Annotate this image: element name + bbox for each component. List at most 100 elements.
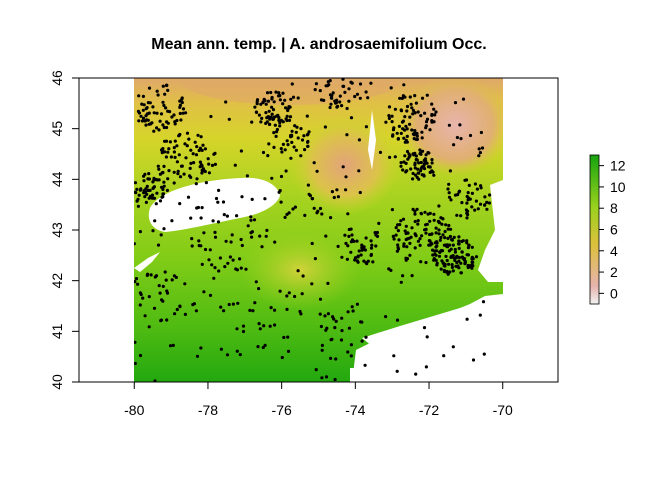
occurrence-point (136, 197, 140, 201)
occurrence-point (284, 169, 288, 173)
occurrence-point (296, 136, 300, 140)
occurrence-point (405, 127, 409, 131)
occurrence-point (396, 243, 400, 247)
occurrence-point (210, 263, 214, 267)
occurrence-point (199, 346, 203, 350)
occurrence-point (184, 111, 188, 115)
occurrence-point (463, 178, 467, 182)
occurrence-point (430, 242, 434, 246)
occurrence-point (398, 96, 402, 100)
occurrence-point (149, 122, 153, 126)
occurrence-point (410, 128, 414, 132)
occurrence-point (446, 187, 450, 191)
occurrence-point (203, 147, 207, 151)
occurrence-point (404, 237, 408, 242)
occurrence-point (134, 190, 137, 194)
occurrence-point (144, 200, 148, 204)
occurrence-point (432, 218, 436, 222)
occurrence-point (320, 348, 324, 352)
occurrence-point (279, 200, 283, 204)
occurrence-point (465, 241, 469, 245)
occurrence-point (162, 164, 166, 168)
occurrence-point (428, 232, 432, 237)
occurrence-point (278, 121, 282, 125)
occurrence-point (251, 309, 255, 313)
occurrence-point (419, 260, 423, 264)
occurrence-point (408, 95, 412, 99)
occurrence-point (403, 154, 407, 158)
occurrence-point (473, 182, 477, 186)
occurrence-point (350, 233, 354, 237)
occurrence-point (257, 322, 261, 326)
occurrence-point (279, 118, 283, 122)
occurrence-point (384, 315, 388, 319)
occurrence-point (447, 262, 451, 266)
x-axis: -80 -78 -76 -74 -72 -70 (124, 381, 513, 418)
occurrence-point (149, 273, 153, 277)
occurrence-point (349, 80, 353, 84)
occurrence-point (397, 124, 401, 128)
occurrence-point (414, 154, 418, 158)
occurrence-point (417, 171, 421, 175)
occurrence-point (430, 102, 434, 106)
occurrence-point (466, 191, 470, 195)
occurrence-point (163, 270, 167, 274)
occurrence-point (366, 96, 370, 100)
occurrence-point (194, 182, 198, 186)
occurrence-point (449, 227, 453, 231)
occurrence-point (227, 117, 231, 121)
occurrence-point (278, 289, 282, 293)
occurrence-point (347, 326, 351, 330)
occurrence-point (147, 111, 151, 115)
occurrence-point (453, 258, 457, 262)
occurrence-point (154, 202, 158, 206)
temperature-raster (134, 78, 503, 382)
occurrence-point (221, 200, 226, 204)
occurrence-point (272, 145, 276, 149)
occurrence-point (147, 86, 152, 90)
occurrence-point (201, 143, 205, 147)
occurrence-point (160, 149, 164, 153)
occurrence-point (200, 148, 204, 152)
occurrence-point (303, 148, 307, 152)
occurrence-point (306, 139, 310, 144)
occurrence-point (465, 317, 469, 321)
occurrence-point (271, 108, 276, 112)
occurrence-point (444, 254, 448, 258)
occurrence-point (356, 255, 360, 259)
occurrence-point (173, 122, 177, 126)
occurrence-point (318, 297, 323, 301)
occurrence-point (235, 214, 239, 218)
occurrence-point (273, 240, 277, 244)
occurrence-point (161, 192, 165, 196)
occurrence-point (160, 298, 164, 302)
occurrence-point (421, 149, 425, 153)
occurrence-point (334, 319, 338, 323)
occurrence-point (433, 252, 437, 256)
occurrence-point (483, 203, 487, 207)
occurrence-point (409, 167, 413, 171)
occurrence-point (225, 214, 229, 218)
lake-erie (134, 252, 160, 272)
occurrence-point (264, 102, 268, 106)
occurrence-point (360, 320, 364, 324)
occurrence-point (344, 241, 348, 245)
occurrence-point (283, 215, 287, 219)
occurrence-point (428, 128, 432, 132)
occurrence-point (258, 327, 262, 331)
occurrence-point (478, 202, 483, 206)
occurrence-point (362, 259, 366, 263)
occurrence-point (213, 266, 217, 270)
occurrence-point (405, 149, 410, 154)
occurrence-point (202, 169, 206, 173)
occurrence-point (396, 229, 400, 233)
occurrence-point (413, 166, 417, 170)
occurrence-point (219, 347, 223, 351)
occurrence-point (459, 214, 463, 218)
occurrence-point (178, 99, 182, 103)
occurrence-point (336, 195, 340, 199)
occurrence-point (285, 307, 289, 311)
occurrence-point (409, 102, 413, 106)
occurrence-point (285, 114, 289, 118)
occurrence-point (349, 354, 353, 358)
